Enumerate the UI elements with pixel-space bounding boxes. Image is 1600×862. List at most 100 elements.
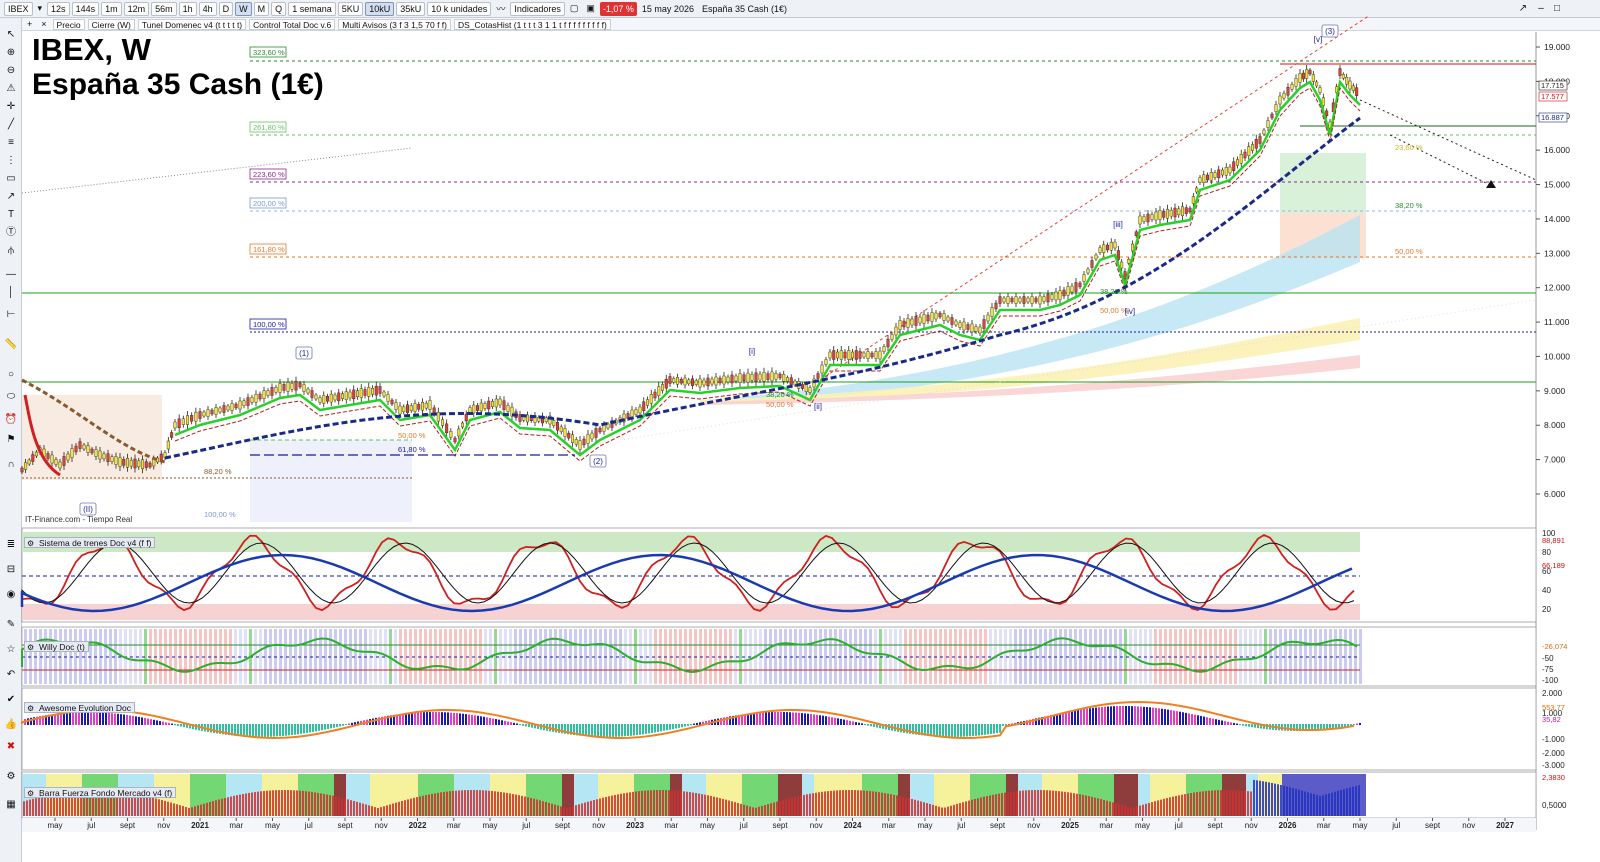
indicators-menu[interactable]: Indicadores [510,1,565,16]
awesome-bar [162,721,164,725]
add-icon[interactable]: + [27,19,33,29]
overlay-ds-cotashist[interactable]: DS_CotasHist (1 t t t 3 1 1 t f f f f f … [454,18,611,30]
force-bar [590,800,592,816]
awesome-bar [1053,714,1055,725]
pane-title-barra-fuerza[interactable]: ⚙ Barra Fuerza Fondo Mercado v4 (f) [24,787,177,798]
force-bar [1124,805,1126,816]
grid-icon[interactable]: ▦ [6,799,16,810]
timeframe-m-button[interactable]: M [253,1,270,16]
gear-icon[interactable]: ⚙ [27,789,35,798]
paint-icon[interactable]: ✎ [6,619,16,630]
eye-icon[interactable]: ◉ [6,589,16,600]
horizontal-line-icon[interactable]: — [6,269,16,280]
awesome-bar [1191,714,1193,725]
check-icon[interactable]: ✔ [6,694,16,705]
settings-icon[interactable]: ⚙ [6,771,16,782]
pane3-tag: 553,77 [1542,703,1565,712]
awesome-bar [849,720,851,725]
willy-bar [1044,629,1047,684]
overlay-tunel-domenec[interactable]: Tunel Domenec v4 (t t t t t) [137,18,247,30]
trend-icon[interactable]: ↗ [1518,3,1528,14]
force-bar [1244,790,1246,816]
chevron-down-icon[interactable]: ▾ [37,3,43,13]
gear-icon[interactable]: ⚙ [27,539,35,548]
unit-5ku-button[interactable]: 5KU [337,1,364,16]
minimize-icon[interactable]: – [1538,3,1544,14]
unit-35ku-button[interactable]: 35kU [396,1,426,16]
awesome-bar [819,715,821,725]
maximize-icon[interactable]: □ [1553,3,1561,14]
awesome-bar [1143,706,1145,725]
force-bar [458,790,460,816]
overlay-close[interactable]: Cierre (W) [87,18,135,30]
symbol-selector[interactable]: IBEX [4,1,33,16]
zoom-out-icon[interactable]: ⊖ [6,65,16,76]
star-icon[interactable]: ☆ [6,644,16,655]
candle-body [118,457,122,467]
indicators-icon[interactable]: 〰 [496,4,506,14]
channel-icon[interactable]: ≡ [8,137,14,148]
text-box-icon[interactable]: Ⓣ [6,227,16,238]
awesome-bar [705,721,707,725]
crosshair-icon[interactable]: ✛ [6,101,16,112]
delete-icon[interactable]: ✖ [6,741,16,752]
thumbs-up-icon[interactable]: 👍 [4,719,18,730]
overlay-multi-avisos[interactable]: Multi Avisos (3 f 3 1,5 70 f f) [338,18,451,30]
force-bar [893,794,895,816]
force-bar [767,804,769,816]
timeframe-w-button[interactable]: W [235,1,252,16]
time-tick-label: sept [555,821,571,830]
gear-icon[interactable]: ⚙ [27,643,35,652]
timeframe-1m-button[interactable]: 1m [101,1,122,16]
lock-icon[interactable]: ⊟ [6,564,16,575]
awesome-bar [312,724,314,732]
awesome-bar [348,723,350,725]
rectangle-icon[interactable]: ▭ [6,173,16,184]
remove-icon[interactable]: × [41,19,47,29]
timeframe-q-button[interactable]: Q [271,1,287,16]
candle-body [1120,261,1124,269]
warning-icon[interactable]: ⚠ [6,83,16,94]
pane-title-willy[interactable]: ⚙ Willy Doc (t) [24,641,89,652]
units-select[interactable]: 10 k unidades [427,1,492,16]
settings-icon[interactable]: ▢ [569,3,579,13]
timeframe-56m-button[interactable]: 56m [151,1,177,16]
pitchfork-icon[interactable]: ⫛ [8,245,14,256]
layers-icon[interactable]: ≣ [6,539,16,550]
trendline-icon[interactable]: ╱ [7,119,15,130]
vertical-line-icon[interactable]: │ [7,287,15,298]
magnet-icon[interactable]: ∩ [7,459,15,470]
overlay-price[interactable]: Precio [52,18,85,30]
arrow-icon[interactable]: ↗ [6,191,16,202]
cursor-icon[interactable]: ↖ [6,29,16,40]
zoom-in-icon[interactable]: ⊕ [6,47,16,58]
overlay-control-total[interactable]: Control Total Doc v.6 [249,18,336,30]
awesome-bar [930,724,932,737]
circle-icon[interactable]: ○ [7,369,15,380]
compare-icon[interactable]: ▣ [586,3,595,13]
timeframe-12m-button[interactable]: 12m [123,1,150,16]
willy-bar [594,629,597,684]
period-select[interactable]: 1 semana [288,1,336,16]
time-tick-label: sept [337,821,353,830]
timeframe-d-button[interactable]: D [218,1,234,16]
timeframe-4h-button[interactable]: 4h [198,1,217,16]
ellipse-icon[interactable]: ⬭ [6,391,16,402]
ruler-icon[interactable]: 📏 [4,339,18,350]
timeframe-144s-button[interactable]: 144s [71,1,100,16]
gear-icon[interactable]: ⚙ [27,704,35,713]
measure-icon[interactable]: ⊢ [6,309,16,320]
candle-body [170,432,174,438]
force-bar [1199,791,1201,816]
timeframe-1h-button[interactable]: 1h [178,1,197,16]
fibonacci-icon[interactable]: ⋮ [6,155,16,166]
alert-icon[interactable]: ⏰ [4,414,18,425]
unit-10ku-button[interactable]: 10kU [365,1,395,16]
undo-icon[interactable]: ↶ [6,669,16,680]
pane-title-sistema-trenes[interactable]: ⚙ Sistema de trenes Doc v4 (f f) [24,537,156,548]
timeframe-12s-button[interactable]: 12s [47,1,70,16]
text-icon[interactable]: T [7,209,15,220]
pane-title-awesome[interactable]: ⚙ Awesome Evolution Doc [24,702,135,713]
flag-icon[interactable]: ⚑ [6,434,16,445]
